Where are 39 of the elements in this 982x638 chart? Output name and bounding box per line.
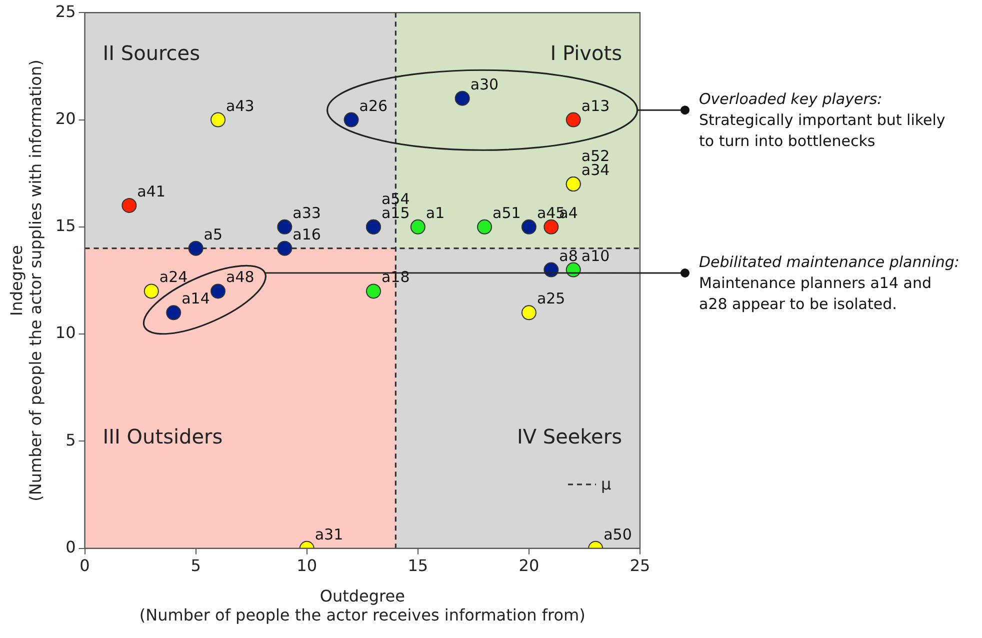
x-tick-label: 5 — [190, 556, 201, 576]
data-label: a26 — [359, 96, 388, 115]
data-label: a13 — [581, 96, 610, 115]
data-label: a50 — [604, 525, 632, 544]
y-tick-label: 25 — [55, 2, 76, 21]
data-label: a33 — [292, 204, 321, 222]
data-label: a25 — [536, 290, 566, 308]
y-tick-label: 0 — [66, 538, 76, 557]
data-label: a48 — [226, 268, 254, 286]
data-label: a1 — [426, 204, 445, 222]
annotation: II Sources — [102, 40, 200, 65]
data-label: a51 — [492, 204, 521, 222]
y-axis-title: Indegree (Number of people the actor supplies with information) — [6, 60, 45, 502]
data-label: a24 — [159, 268, 188, 286]
y-tick-label: 20 — [55, 108, 76, 128]
data-label: a5 — [204, 225, 223, 244]
y-tick-label: 10 — [55, 323, 76, 342]
annotation: I Pivots — [550, 40, 622, 65]
text: Debilitated maintenance planning: Maintenance planners a14 and a28 appear to be isolated. — [699, 252, 960, 315]
data-label: a31 — [314, 525, 344, 544]
annotation: III Outsiders — [102, 424, 223, 449]
data-label: a8 — [559, 246, 578, 265]
annotation: IV Seekers — [516, 424, 622, 449]
x-tick-label: 10 — [296, 556, 318, 576]
ref-line-label: μ — [601, 474, 612, 494]
data-label: a16 — [292, 225, 321, 244]
x-axis-title: Outdegree (Number of people the actor receives information from) — [139, 586, 586, 625]
x-tick-label: 25 — [630, 556, 650, 576]
data-label: a14 — [182, 290, 210, 308]
data-label: a43 — [226, 96, 254, 115]
data-label: a10 — [581, 246, 610, 265]
x-tick-label: 0 — [80, 556, 90, 576]
text: Overloaded key players: Strategically important but likely to turn into bottlenecks — [699, 89, 946, 152]
data-label: a30 — [470, 75, 499, 94]
x-tick-label: 20 — [518, 556, 540, 576]
x-tick-label: 15 — [408, 556, 428, 576]
data-label: a41 — [137, 182, 166, 200]
y-tick-label: 5 — [66, 430, 76, 450]
y-tick-label: 15 — [55, 216, 76, 236]
